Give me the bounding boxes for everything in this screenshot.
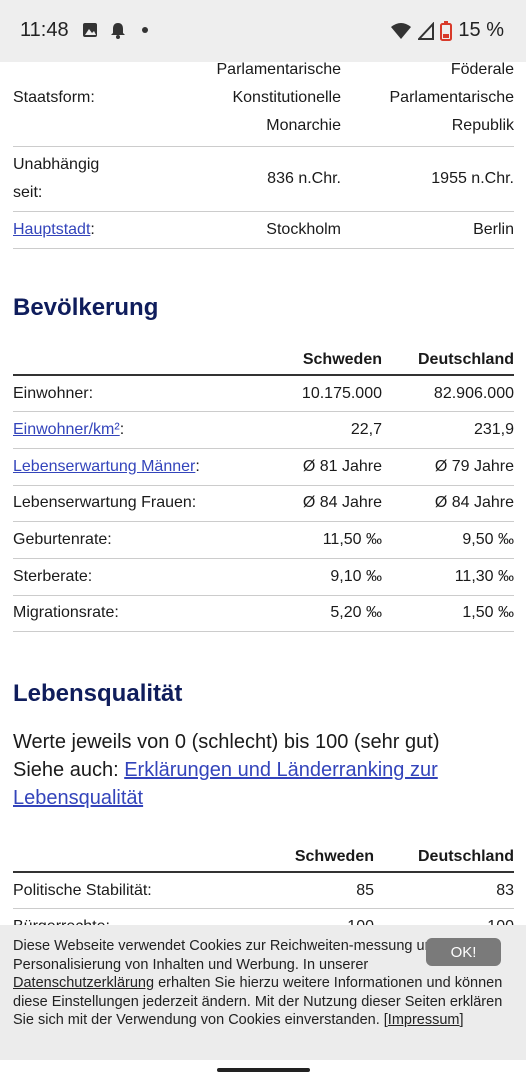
- impressum-link[interactable]: Impressum: [387, 1012, 460, 1028]
- dot-icon: [142, 27, 148, 33]
- cell-deutschland: Berlin: [473, 221, 514, 238]
- cell-schweden: 10.175.000: [301, 384, 382, 402]
- row-label: Sterberate:: [13, 567, 93, 585]
- label-suffix: :: [195, 457, 200, 475]
- cell-deutschland: Föderale Parlamentarische Republik: [341, 56, 515, 147]
- cell-schweden: 836 n.Chr.: [267, 170, 341, 187]
- table-row: Migrationsrate: 5,20 ‰ 1,50 ‰: [13, 595, 514, 632]
- row-label: Migrationsrate:: [13, 604, 119, 622]
- column-header-deutschland: Deutschland: [382, 345, 514, 376]
- cookie-banner: Diese Webseite verwendet Cookies zur Rei…: [0, 925, 526, 1060]
- table-row: Staatsform: Parlamentarische Konstitutio…: [13, 56, 514, 147]
- row-label: Geburtenrate:: [13, 531, 112, 549]
- privacy-policy-link[interactable]: Datenschutzerklärung: [13, 975, 155, 991]
- clock: 11:48: [20, 19, 69, 41]
- image-icon: [83, 23, 97, 37]
- see-also-label: Siehe auch:: [13, 759, 125, 781]
- lebensqualitaet-ranking-link[interactable]: Erklärungen und Länderranking zur Lebens…: [13, 759, 438, 809]
- section-heading-bevoelkerung: Bevölkerung: [13, 294, 159, 321]
- cell-line: Republik: [451, 117, 514, 134]
- table-row: Sterberate: 9,10 ‰ 11,30 ‰: [13, 558, 514, 596]
- cell-schweden: 85: [356, 881, 374, 899]
- cell-deutschland: 1955 n.Chr.: [431, 170, 514, 187]
- table-header-row: Schweden Deutschland: [13, 842, 514, 873]
- cell-schweden: Stockholm: [266, 221, 341, 238]
- row-label: Unabhängig seit:: [13, 147, 163, 212]
- table-header-row: Schweden Deutschland: [13, 345, 514, 376]
- row-label: Einwohner/km²:: [13, 412, 258, 449]
- cell-line: Konstitutionelle: [232, 89, 341, 106]
- table-row: Lebenserwartung Frauen: Ø 84 Jahre Ø 84 …: [13, 485, 514, 522]
- column-header-schweden: Schweden: [258, 345, 382, 376]
- row-label: Politische Stabilität:: [13, 881, 152, 899]
- notification-bell-icon: [111, 23, 125, 39]
- navigation-bar: [0, 1060, 526, 1080]
- cookie-text-part: ]: [459, 1012, 464, 1028]
- cell-schweden: 9,10 ‰: [330, 567, 382, 585]
- header-empty: [13, 345, 258, 376]
- wifi-icon: [391, 22, 412, 39]
- cell-deutschland: 82.906.000: [433, 384, 514, 402]
- row-label: Einwohner:: [13, 384, 94, 402]
- cell-deutschland: 11,30 ‰: [454, 567, 514, 585]
- column-header-schweden: Schweden: [248, 842, 374, 873]
- cell-schweden: 22,7: [350, 421, 382, 439]
- cell-line: Parlamentarische: [389, 89, 515, 106]
- lebensqualitaet-intro: Werte jeweils von 0 (schlecht) bis 100 (…: [13, 728, 513, 812]
- cell-deutschland: 231,9: [473, 421, 514, 439]
- cookie-text-part: Diese Webseite verwendet Cookies zur Rei…: [13, 938, 441, 973]
- cookie-ok-button[interactable]: OK!: [426, 938, 501, 966]
- status-bar: 11:48 15 %: [0, 0, 526, 62]
- row-label: Staatsform:: [13, 89, 95, 106]
- table-row: Politische Stabilität: 85 83: [13, 872, 514, 909]
- table-row: Lebenserwartung Männer: Ø 81 Jahre Ø 79 …: [13, 448, 514, 486]
- cookie-text-part: erhalten Sie hierzu weitere Informatione…: [13, 975, 503, 1028]
- battery-icon: [440, 20, 453, 41]
- cell-schweden: 5,20 ‰: [330, 604, 382, 622]
- column-header-deutschland: Deutschland: [374, 842, 514, 873]
- table-row: Hauptstadt: Stockholm Berlin: [13, 212, 514, 249]
- bevoelkerung-table: Schweden Deutschland Einwohner: 10.175.0…: [13, 345, 514, 632]
- see-also-line: Siehe auch: Erklärungen und Länderrankin…: [13, 756, 513, 812]
- cell-deutschland: Ø 79 Jahre: [434, 457, 514, 475]
- table-row: Geburtenrate: 11,50 ‰ 9,50 ‰: [13, 522, 514, 559]
- signal-icon: [418, 21, 435, 40]
- cell-deutschland: 1,50 ‰: [462, 604, 514, 622]
- lebenserwartung-maenner-link[interactable]: Lebenserwartung Männer: [13, 457, 196, 475]
- einwohner-km2-link[interactable]: Einwohner/km²: [13, 421, 120, 439]
- cell-schweden: Parlamentarische Konstitutionelle Monarc…: [163, 56, 342, 147]
- header-empty: [13, 842, 248, 873]
- intro-text: Werte jeweils von 0 (schlecht) bis 100 (…: [13, 731, 440, 753]
- overview-table: Staatsform: Parlamentarische Konstitutio…: [13, 56, 514, 249]
- cookie-text: Diese Webseite verwendet Cookies zur Rei…: [13, 937, 503, 1030]
- cell-deutschland: 9,50 ‰: [462, 531, 514, 549]
- section-heading-lebensqualitaet: Lebensqualität: [13, 680, 183, 707]
- row-label: Lebenserwartung Männer:: [13, 448, 258, 485]
- cell-deutschland: 83: [496, 881, 514, 899]
- cell-line: Monarchie: [266, 117, 341, 134]
- cell-schweden: Ø 81 Jahre: [302, 457, 382, 475]
- label-suffix: :: [119, 421, 125, 439]
- battery-percent: 15 %: [458, 19, 504, 41]
- table-row: Einwohner: 10.175.000 82.906.000: [13, 375, 514, 412]
- row-label-text: Unabhängig seit:: [13, 156, 100, 201]
- cell-line: Föderale: [450, 61, 514, 78]
- cell-line: Parlamentarische: [216, 61, 342, 78]
- row-label: Lebenserwartung Frauen:: [13, 494, 197, 512]
- hauptstadt-link[interactable]: Hauptstadt: [13, 221, 91, 238]
- label-suffix: :: [90, 221, 95, 238]
- table-row: Unabhängig seit: 836 n.Chr. 1955 n.Chr.: [13, 147, 514, 212]
- table-row: Einwohner/km²: 22,7 231,9: [13, 412, 514, 449]
- home-gesture-handle[interactable]: [217, 1068, 310, 1072]
- cell-deutschland: Ø 84 Jahre: [434, 494, 514, 512]
- cell-schweden: 11,50 ‰: [322, 531, 382, 549]
- cell-schweden: Ø 84 Jahre: [302, 494, 382, 512]
- row-label: Hauptstadt:: [13, 212, 163, 249]
